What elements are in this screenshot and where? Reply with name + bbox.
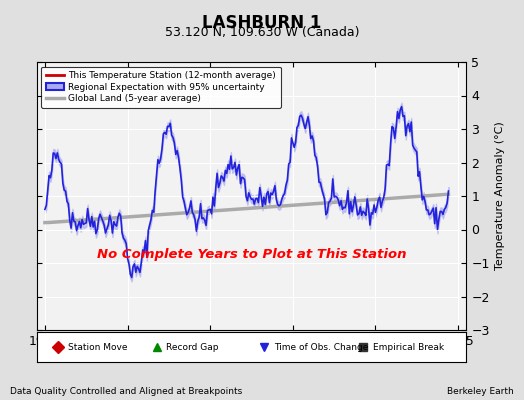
Legend: This Temperature Station (12-month average), Regional Expectation with 95% uncer: This Temperature Station (12-month avera… — [41, 66, 280, 108]
Text: Station Move: Station Move — [68, 342, 127, 352]
Text: No Complete Years to Plot at This Station: No Complete Years to Plot at This Statio… — [97, 248, 406, 262]
Text: Time of Obs. Change: Time of Obs. Change — [274, 342, 368, 352]
Text: LASHBURN 1: LASHBURN 1 — [202, 14, 322, 32]
Text: 53.120 N, 109.630 W (Canada): 53.120 N, 109.630 W (Canada) — [165, 26, 359, 39]
Text: Record Gap: Record Gap — [167, 342, 219, 352]
Y-axis label: Temperature Anomaly (°C): Temperature Anomaly (°C) — [495, 122, 505, 270]
Text: Empirical Break: Empirical Break — [373, 342, 444, 352]
Text: Data Quality Controlled and Aligned at Breakpoints: Data Quality Controlled and Aligned at B… — [10, 387, 243, 396]
Text: Berkeley Earth: Berkeley Earth — [447, 387, 514, 396]
